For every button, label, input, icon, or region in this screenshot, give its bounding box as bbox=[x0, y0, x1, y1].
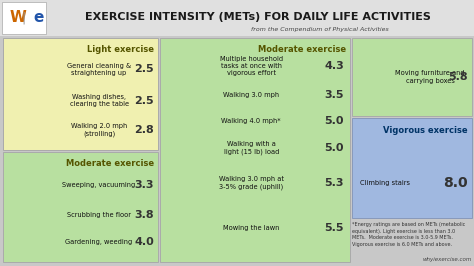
Text: Scrubbing the floor: Scrubbing the floor bbox=[67, 212, 131, 218]
Text: *Energy ratings are based on METs (metabolic
equivalent). Light exercise is less: *Energy ratings are based on METs (metab… bbox=[352, 222, 465, 247]
Text: |: | bbox=[22, 11, 26, 24]
Text: whyiexercise.com: whyiexercise.com bbox=[423, 257, 472, 262]
Text: 3.8: 3.8 bbox=[134, 210, 154, 220]
Text: 3.5: 3.5 bbox=[325, 90, 344, 100]
Text: Gardening, weeding: Gardening, weeding bbox=[65, 239, 133, 245]
Text: 4.0: 4.0 bbox=[134, 237, 154, 247]
Text: 8.0: 8.0 bbox=[443, 176, 468, 190]
FancyBboxPatch shape bbox=[3, 38, 158, 150]
FancyBboxPatch shape bbox=[160, 38, 350, 262]
Text: Moving furniture and
carrying boxes: Moving furniture and carrying boxes bbox=[395, 70, 465, 84]
Text: 5.0: 5.0 bbox=[325, 143, 344, 153]
Text: 5.3: 5.3 bbox=[325, 178, 344, 188]
Text: 5.0: 5.0 bbox=[325, 116, 344, 126]
Text: Moderate exercise: Moderate exercise bbox=[258, 45, 346, 54]
Text: Sweeping, vacuuming: Sweeping, vacuuming bbox=[63, 182, 136, 188]
FancyBboxPatch shape bbox=[0, 0, 474, 36]
Text: Walking with a
light (15 lb) load: Walking with a light (15 lb) load bbox=[224, 141, 279, 155]
Text: 2.5: 2.5 bbox=[134, 64, 154, 74]
FancyBboxPatch shape bbox=[352, 118, 472, 218]
Text: General cleaning &
straightening up: General cleaning & straightening up bbox=[67, 63, 131, 76]
FancyBboxPatch shape bbox=[3, 152, 158, 262]
Text: W: W bbox=[10, 10, 27, 26]
Text: Walking 3.0 mph at
3-5% grade (uphill): Walking 3.0 mph at 3-5% grade (uphill) bbox=[219, 176, 284, 190]
Text: 2.5: 2.5 bbox=[134, 96, 154, 106]
Text: Light exercise: Light exercise bbox=[87, 45, 154, 54]
Text: 5.5: 5.5 bbox=[325, 223, 344, 233]
Text: 5.8: 5.8 bbox=[448, 72, 468, 82]
Text: 3.3: 3.3 bbox=[135, 180, 154, 190]
Text: Washing dishes,
clearing the table: Washing dishes, clearing the table bbox=[70, 94, 128, 107]
Text: Walking 3.0 mph: Walking 3.0 mph bbox=[223, 92, 279, 98]
Text: Walking 4.0 mph*: Walking 4.0 mph* bbox=[221, 118, 281, 124]
Text: Multiple household
tasks at once with
vigorous effort: Multiple household tasks at once with vi… bbox=[219, 56, 283, 77]
FancyBboxPatch shape bbox=[352, 38, 472, 116]
Text: Vigorous exercise: Vigorous exercise bbox=[383, 126, 468, 135]
Text: EXERCISE INTENSITY (METs) FOR DAILY LIFE ACTIVITIES: EXERCISE INTENSITY (METs) FOR DAILY LIFE… bbox=[85, 12, 431, 22]
Text: 2.8: 2.8 bbox=[134, 125, 154, 135]
FancyBboxPatch shape bbox=[2, 2, 46, 34]
Text: e: e bbox=[33, 10, 44, 26]
Text: from the Compendium of Physical Activities: from the Compendium of Physical Activiti… bbox=[251, 27, 389, 32]
Text: Mowing the lawn: Mowing the lawn bbox=[223, 225, 279, 231]
Text: Climbing stairs: Climbing stairs bbox=[360, 180, 410, 186]
Text: Moderate exercise: Moderate exercise bbox=[66, 159, 154, 168]
Text: 4.3: 4.3 bbox=[324, 61, 344, 71]
Text: Walking 2.0 mph
(strolling): Walking 2.0 mph (strolling) bbox=[71, 123, 127, 137]
